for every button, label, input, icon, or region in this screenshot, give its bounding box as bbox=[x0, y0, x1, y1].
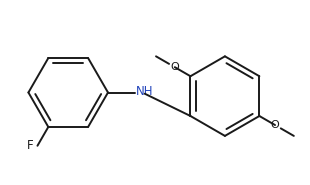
Text: NH: NH bbox=[136, 85, 153, 98]
Text: F: F bbox=[27, 139, 34, 152]
Text: O: O bbox=[271, 120, 279, 130]
Text: O: O bbox=[170, 62, 179, 72]
